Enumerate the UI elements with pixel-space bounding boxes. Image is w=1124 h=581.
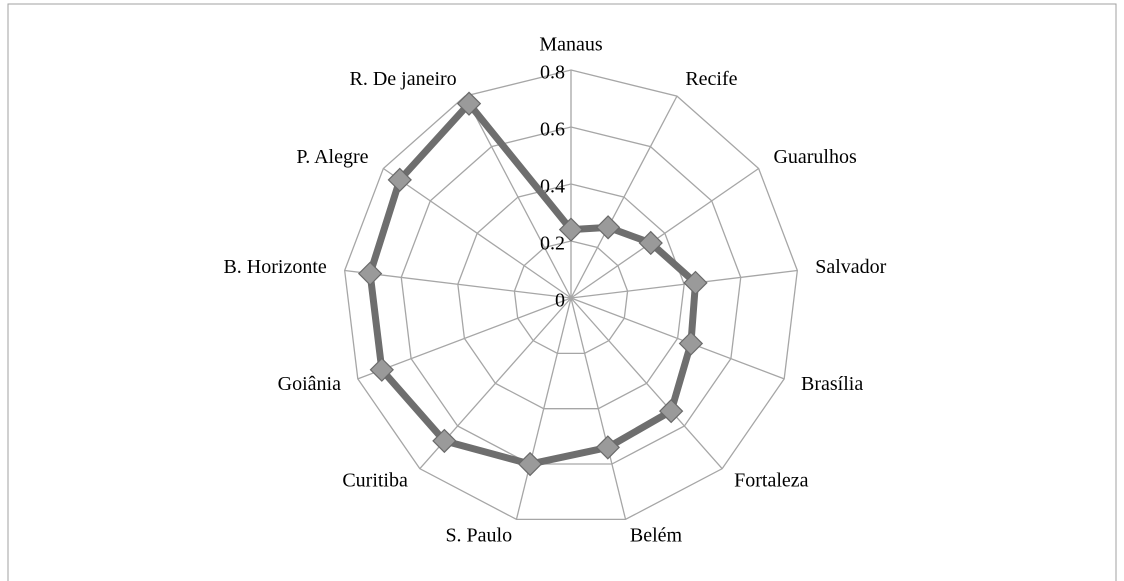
- marker: [659, 398, 684, 424]
- spoke: [357, 297, 572, 380]
- category-label: Guarulhos: [773, 146, 857, 168]
- category-label: R. De janeiro: [349, 68, 456, 90]
- spoke: [570, 167, 760, 299]
- marker: [432, 428, 457, 454]
- category-label: Salvador: [815, 256, 886, 278]
- r-tick-label: 0: [555, 290, 565, 312]
- spoke: [344, 269, 572, 299]
- grid-ring: [457, 183, 685, 410]
- category-label: Manaus: [539, 34, 603, 56]
- category-label: S. Paulo: [445, 524, 512, 546]
- grid-ring: [343, 69, 799, 521]
- spoke: [570, 297, 785, 380]
- spoke: [515, 297, 572, 520]
- marker: [595, 215, 621, 240]
- spoke: [570, 95, 678, 299]
- r-tick-label: 0.8: [540, 62, 565, 84]
- category-label: Brasília: [801, 373, 863, 395]
- spoke: [570, 269, 798, 299]
- marker: [369, 357, 394, 382]
- category-label: P. Alegre: [296, 146, 368, 168]
- r-tick-label: 0.2: [540, 233, 565, 255]
- grid-ring: [513, 240, 629, 354]
- r-tick-label: 0.6: [540, 119, 565, 141]
- marker: [387, 167, 412, 192]
- spoke: [464, 95, 572, 299]
- spoke: [570, 297, 627, 520]
- marker: [595, 435, 620, 460]
- marker: [456, 91, 482, 116]
- category-label: B. Horizonte: [223, 256, 326, 278]
- marker: [678, 331, 704, 356]
- category-label: Fortaleza: [734, 470, 809, 492]
- category-label: Goiânia: [278, 373, 341, 395]
- marker: [357, 261, 383, 286]
- series-line: [366, 100, 699, 468]
- category-label: Curitiba: [342, 470, 408, 492]
- marker: [638, 230, 663, 256]
- marker: [558, 217, 584, 242]
- marker: [517, 451, 543, 477]
- r-tick-label: 0.4: [540, 176, 565, 198]
- spoke: [382, 167, 572, 299]
- category-label: Recife: [685, 68, 737, 90]
- category-label: Belém: [630, 524, 683, 546]
- spoke: [570, 297, 723, 470]
- grid-ring: [400, 126, 742, 465]
- marker: [683, 270, 708, 296]
